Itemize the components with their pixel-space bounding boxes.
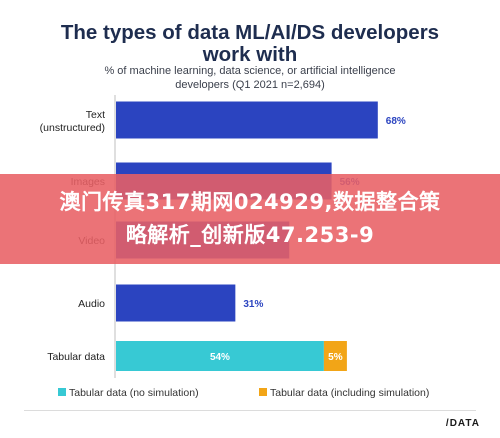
legend-label-including-simulation: Tabular data (including simulation): [270, 387, 430, 399]
category-label-text-unstructured-line2: (unstructured): [40, 122, 105, 134]
chart-subtitle-line2: developers (Q1 2021 n=2,694): [175, 79, 325, 91]
legend-item-including-simulation: Tabular data (including simulation): [259, 387, 429, 399]
legend-swatch-no-simulation: [58, 388, 66, 397]
data-label-audio: 31%: [243, 299, 263, 310]
category-label-audio: Audio: [78, 298, 105, 310]
chart-subtitle: % of machine learning, data science, or …: [50, 64, 450, 92]
brand-logo: /DATA: [445, 418, 480, 429]
bar-tabular-no-simulation: [116, 341, 324, 371]
data-label-tabular-including-simulation: 5%: [328, 352, 343, 363]
legend-swatch-including-simulation: [259, 388, 267, 397]
bar-audio: [116, 284, 236, 322]
chart-title: The types of data ML/AI/DS developers wo…: [40, 22, 460, 66]
banner-text: 澳门传真317期网024929,数据整合策 略解析_创新版47.253-9: [10, 186, 490, 252]
data-label-text-unstructured: 68%: [386, 116, 406, 127]
category-label-tabular-data: Tabular data: [47, 351, 105, 363]
banner-line-1: 澳门传真317期网024929,数据整合策: [59, 190, 441, 214]
banner-line-2: 略解析_创新版47.253-9: [125, 223, 375, 247]
overlay-banner: 澳门传真317期网024929,数据整合策 略解析_创新版47.253-9: [0, 174, 500, 264]
footer-divider: [24, 410, 476, 411]
bar-tabular-including-simulation: [323, 341, 347, 371]
category-label-text-unstructured-line1: Text: [86, 109, 105, 121]
data-label-tabular-no-simulation: 54%: [210, 352, 230, 363]
legend-label-no-simulation: Tabular data (no simulation): [69, 387, 199, 399]
chart-title-text: The types of data ML/AI/DS developers wo…: [60, 21, 440, 66]
legend-item-no-simulation: Tabular data (no simulation): [58, 387, 199, 399]
chart-subtitle-line1: % of machine learning, data science, or …: [104, 65, 396, 77]
bar-text-unstructured: [116, 101, 378, 139]
